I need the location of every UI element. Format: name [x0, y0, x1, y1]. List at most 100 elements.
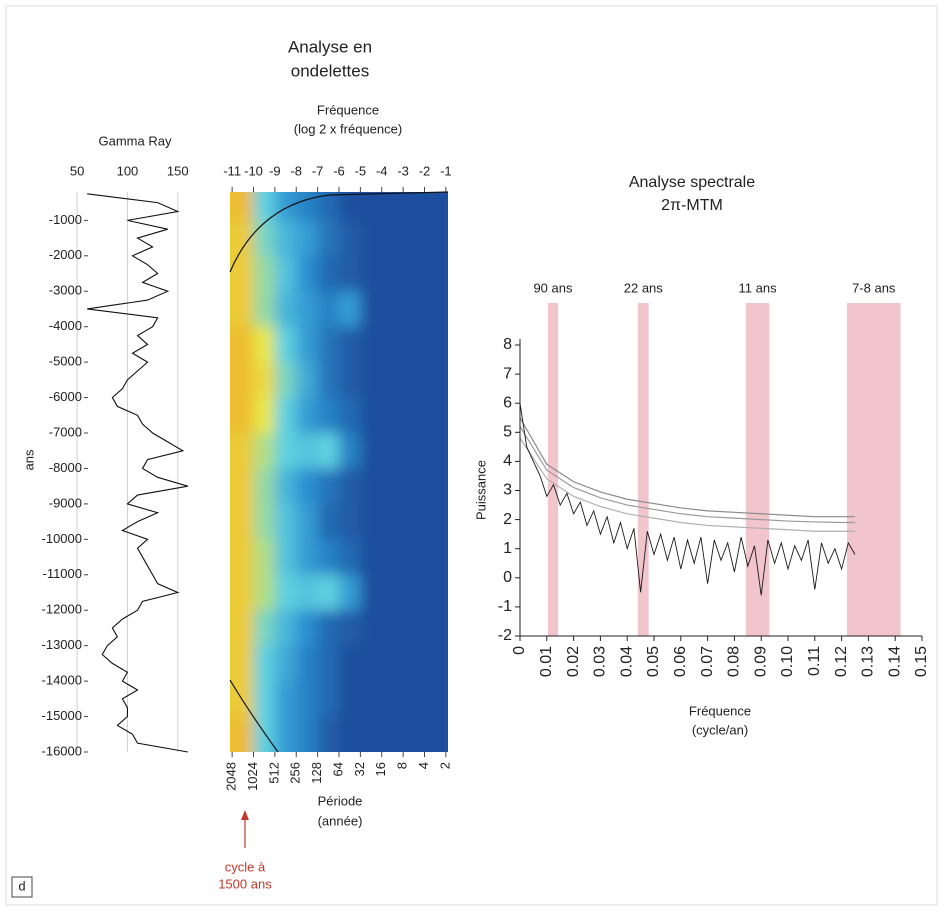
heatmap-cell: [339, 326, 361, 363]
heatmap-cell: [381, 645, 404, 682]
heatmap-cell: [317, 716, 340, 752]
y-tick-label: 4: [503, 453, 512, 470]
x-tick-label: -10: [244, 163, 263, 178]
y-tick-label: 5: [503, 424, 512, 441]
heatmap-cell: [317, 433, 340, 469]
heatmap-cell: [339, 610, 361, 647]
cone-of-influence: [229, 191, 449, 273]
heatmap-cell: [274, 362, 297, 399]
x-tick-label: 0.10: [779, 646, 796, 677]
heatmap-cells: [230, 192, 447, 752]
heatmap-cell: [360, 610, 383, 647]
x-tick-label: 0.02: [565, 646, 582, 677]
heatmap-cell: [403, 255, 425, 292]
x-axis-label: (log 2 x fréquence): [294, 121, 402, 136]
heatmap-cell: [253, 433, 276, 469]
x-tick-label: 0.04: [618, 646, 635, 677]
heatmap-cell: [339, 681, 361, 718]
heatmap-cell: [360, 539, 383, 576]
y-axis-label: ans: [21, 449, 36, 470]
x-tick-label: -8: [290, 163, 302, 178]
y-tick-label: -4000: [49, 318, 82, 333]
heatmap-cell: [296, 681, 319, 718]
heatmap-cell: [296, 716, 319, 752]
x-tick-label: -1: [440, 163, 452, 178]
x-tick-label: 0.08: [726, 646, 743, 677]
y-axis-label: Puissance: [473, 460, 488, 520]
heatmap-cell: [296, 610, 319, 647]
x-tick-label: -6: [333, 163, 345, 178]
heatmap-cell: [339, 397, 361, 434]
heatmap-cell: [381, 362, 404, 399]
confidence-line: [519, 437, 855, 532]
heatmap-cell: [339, 220, 361, 257]
heatmap-cell: [381, 397, 404, 434]
heatmap-cell: [296, 220, 319, 257]
heatmap-cell: [360, 192, 383, 221]
heatmap-cell: [424, 192, 447, 221]
x2-tick-label: 1024: [245, 762, 260, 791]
heatmap-cell: [274, 291, 297, 328]
heatmap-cell: [230, 362, 255, 399]
confidence-line: [519, 417, 855, 518]
heatmap-cell: [403, 503, 425, 540]
chart-title: Gamma Ray: [99, 133, 172, 148]
heatmap-cell: [360, 574, 383, 611]
heatmap-cell: [230, 539, 255, 576]
x2-tick-label: 16: [373, 762, 388, 776]
x-tick-label: 0.06: [672, 646, 689, 677]
heatmap-cell: [424, 645, 447, 682]
heatmap-cell: [274, 716, 297, 752]
heatmap-cell: [339, 503, 361, 540]
x-tick-label: 0.12: [833, 646, 850, 677]
x2-tick-label: 8: [395, 762, 410, 769]
heatmap-cell: [339, 645, 361, 682]
heatmap-cell: [274, 645, 297, 682]
y-tick-label: 8: [503, 336, 512, 353]
heatmap-cell: [230, 433, 255, 469]
heatmap-cell: [360, 645, 383, 682]
heatmap-cell: [339, 433, 361, 469]
heatmap-cell: [296, 468, 319, 505]
heatmap-cell: [424, 681, 447, 718]
heatmap-cell: [339, 468, 361, 505]
heatmap-cell: [296, 192, 319, 221]
heatmap-cell: [424, 326, 447, 363]
heatmap-cell: [296, 503, 319, 540]
y-tick-label: -2: [498, 627, 512, 644]
heatmap-cell: [403, 326, 425, 363]
chart-title: Analyse en: [288, 37, 372, 56]
heatmap-cell: [296, 539, 319, 576]
heatmap-cell: [317, 397, 340, 434]
heatmap-cell: [403, 574, 425, 611]
heatmap-cell: [381, 716, 404, 752]
heatmap-cell: [230, 503, 255, 540]
x-tick-label: -5: [355, 163, 367, 178]
heatmap-cell: [424, 539, 447, 576]
heatmap-cell: [381, 539, 404, 576]
heatmap-cell: [381, 220, 404, 257]
heatmap-cell: [360, 220, 383, 257]
y-tick-label: -1: [498, 598, 512, 615]
heatmap-cell: [274, 255, 297, 292]
heatmap-cell: [253, 220, 276, 257]
heatmap-cell: [230, 574, 255, 611]
heatmap-cell: [253, 610, 276, 647]
y-tick-label: 1: [503, 540, 512, 557]
heatmap-cell: [339, 255, 361, 292]
x2-tick-label: 32: [352, 762, 367, 776]
heatmap-cell: [317, 468, 340, 505]
x-tick-label: 0.11: [806, 646, 823, 676]
heatmap-cell: [339, 362, 361, 399]
band-label: 11 ans: [739, 280, 778, 295]
heatmap-cell: [424, 397, 447, 434]
heatmap-cell: [230, 468, 255, 505]
heatmap-cell: [317, 574, 340, 611]
gamma-ray-line: [87, 193, 189, 753]
heatmap-cell: [317, 291, 340, 328]
y-tick-label: -12000: [42, 602, 82, 617]
heatmap-cell: [424, 220, 447, 257]
heatmap-cell: [253, 503, 276, 540]
heatmap-cell: [360, 397, 383, 434]
